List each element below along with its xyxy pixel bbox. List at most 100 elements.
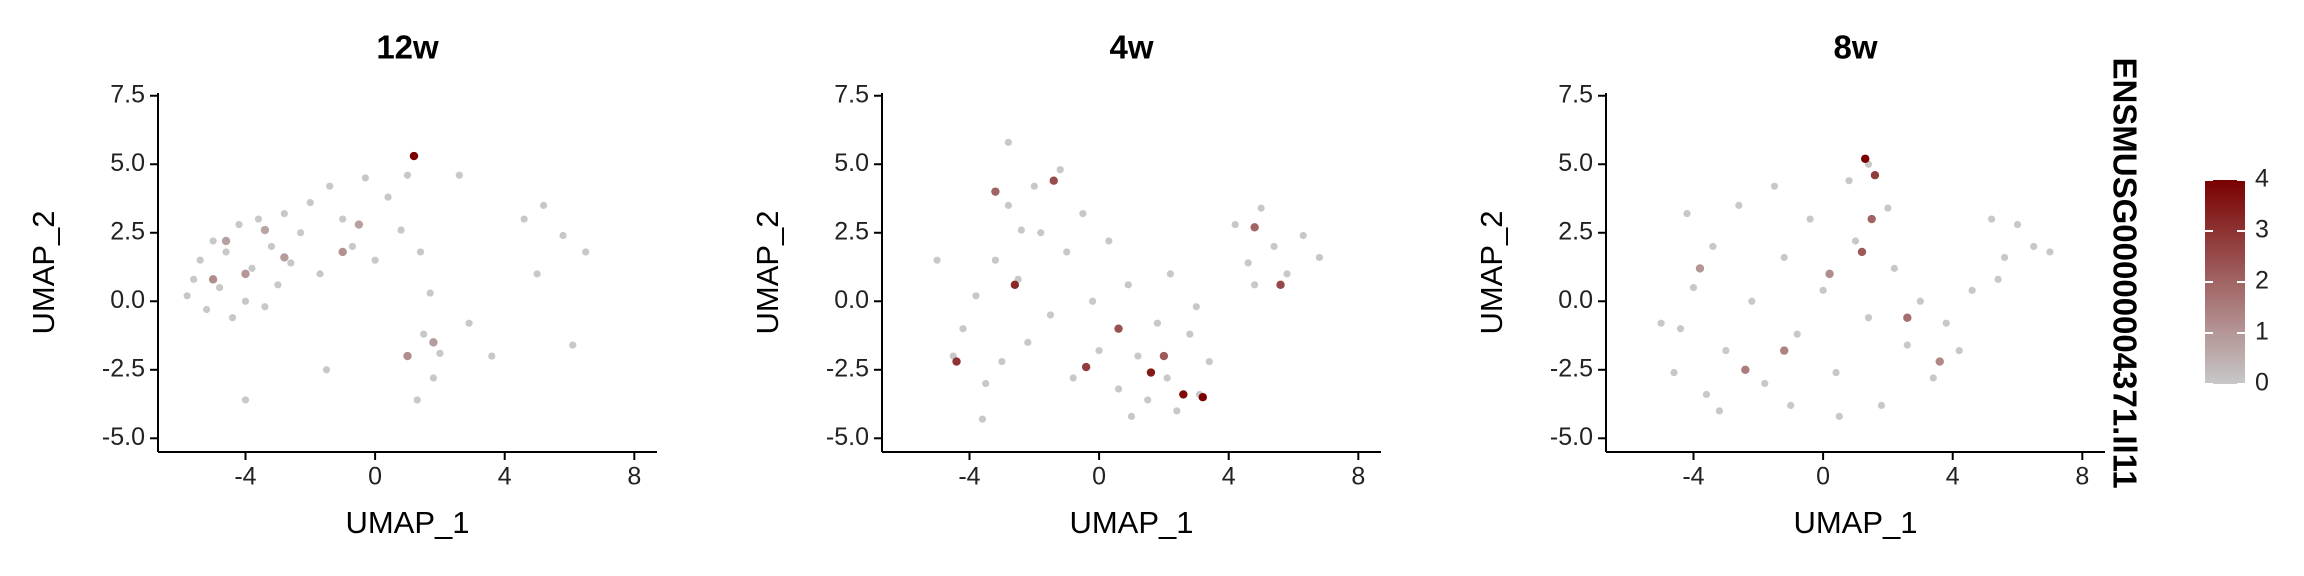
cell-point: [1670, 368, 1678, 377]
cell-point: [1159, 351, 1169, 361]
cell-point: [1695, 264, 1705, 273]
cell-point: [1935, 357, 1944, 366]
cell-point: [416, 248, 425, 256]
cell-point: [1689, 283, 1698, 292]
cell-point: [465, 319, 473, 327]
cell-point: [1929, 374, 1937, 382]
cell-point: [1832, 368, 1840, 377]
cell-point: [1890, 264, 1898, 272]
cell-point: [991, 256, 1000, 264]
cell-point: [1884, 204, 1892, 212]
y-tick-label: 7.5: [1558, 80, 1593, 108]
y-tick-label: 2.5: [1558, 217, 1593, 245]
cell-point: [1916, 297, 1924, 305]
x-tick-label: 8: [2075, 463, 2089, 491]
y-axis-label: UMAP_2: [1474, 210, 1509, 334]
cell-point: [260, 225, 270, 235]
colorbar-tick-label: 0: [2255, 369, 2269, 397]
cell-point: [1173, 407, 1181, 415]
cell-point: [539, 201, 548, 209]
cell-point: [455, 171, 463, 179]
cell-point: [420, 330, 428, 338]
cell-point: [228, 314, 237, 322]
panel-title: 12w: [376, 29, 439, 66]
cell-point: [248, 264, 256, 272]
cell-point: [1030, 182, 1038, 190]
cell-point: [280, 253, 289, 262]
cell-point: [1205, 357, 1213, 366]
cell-point: [2030, 242, 2038, 251]
cell-point: [1793, 330, 1801, 338]
cell-point: [339, 215, 347, 223]
cell-point: [397, 226, 405, 234]
y-tick-label: -5.0: [1550, 423, 1593, 451]
cell-point: [1163, 374, 1171, 382]
cell-point: [1166, 270, 1174, 278]
cell-point: [1825, 269, 1834, 279]
cell-point: [1709, 242, 1717, 251]
cell-point: [2000, 253, 2009, 262]
y-tick-label: 5.0: [1558, 149, 1593, 177]
cell-point: [1864, 314, 1873, 322]
x-tick-label: -4: [958, 463, 980, 491]
cell-point: [1081, 362, 1091, 372]
cell-point: [1063, 248, 1071, 256]
y-tick-label: 0.0: [834, 286, 869, 314]
cell-point: [296, 229, 305, 237]
cell-point: [972, 292, 980, 300]
cell-point: [429, 338, 438, 347]
cell-point: [1735, 201, 1743, 209]
cell-point: [1250, 223, 1259, 232]
cell-point: [1819, 286, 1827, 294]
cell-point: [409, 151, 419, 161]
cell-point: [1715, 407, 1724, 415]
y-tick-label: 0.0: [1558, 286, 1593, 314]
cell-point: [1198, 392, 1207, 402]
x-tick-label: 8: [1351, 463, 1365, 491]
cell-point: [348, 242, 357, 251]
cell-point: [1049, 176, 1058, 185]
panel-title: 8w: [1833, 29, 1877, 66]
cell-point: [1903, 313, 1912, 322]
cell-point: [1124, 281, 1132, 289]
cell-point: [326, 182, 334, 190]
cell-point: [982, 379, 990, 388]
cell-point: [1004, 201, 1012, 209]
cell-point: [1114, 324, 1123, 333]
cell-point: [190, 275, 198, 283]
y-axis-label: UMAP_2: [750, 210, 785, 334]
cell-point: [952, 357, 961, 366]
x-tick-label: 0: [1816, 463, 1830, 491]
cell-point: [1903, 341, 1911, 349]
cell-point: [254, 215, 263, 223]
y-axis-label: UMAP_2: [26, 210, 61, 334]
cell-point: [2013, 220, 2022, 229]
cell-point: [1095, 347, 1103, 355]
cell-point: [991, 187, 1000, 196]
cell-point: [1299, 231, 1307, 240]
cell-point: [280, 209, 288, 218]
cell-point: [241, 396, 250, 404]
cell-point: [1861, 154, 1870, 163]
x-tick-label: 0: [368, 463, 382, 491]
cell-point: [316, 270, 324, 278]
cell-point: [1942, 319, 1950, 327]
cell-point: [533, 270, 541, 278]
cell-point: [1186, 330, 1194, 338]
cell-point: [1676, 325, 1685, 333]
cell-point: [208, 275, 218, 284]
x-axis-label: UMAP_1: [1069, 505, 1193, 540]
y-tick-label: 7.5: [110, 80, 145, 108]
cell-point: [1257, 204, 1265, 212]
cell-point: [1231, 220, 1239, 229]
cell-point: [569, 341, 577, 349]
cell-point: [306, 199, 314, 207]
cell-point: [933, 256, 941, 264]
cell-point: [1244, 259, 1252, 267]
cell-point: [1179, 390, 1188, 399]
y-tick-label: 7.5: [834, 80, 869, 108]
cell-point: [1283, 270, 1291, 278]
cell-point: [1037, 229, 1045, 237]
